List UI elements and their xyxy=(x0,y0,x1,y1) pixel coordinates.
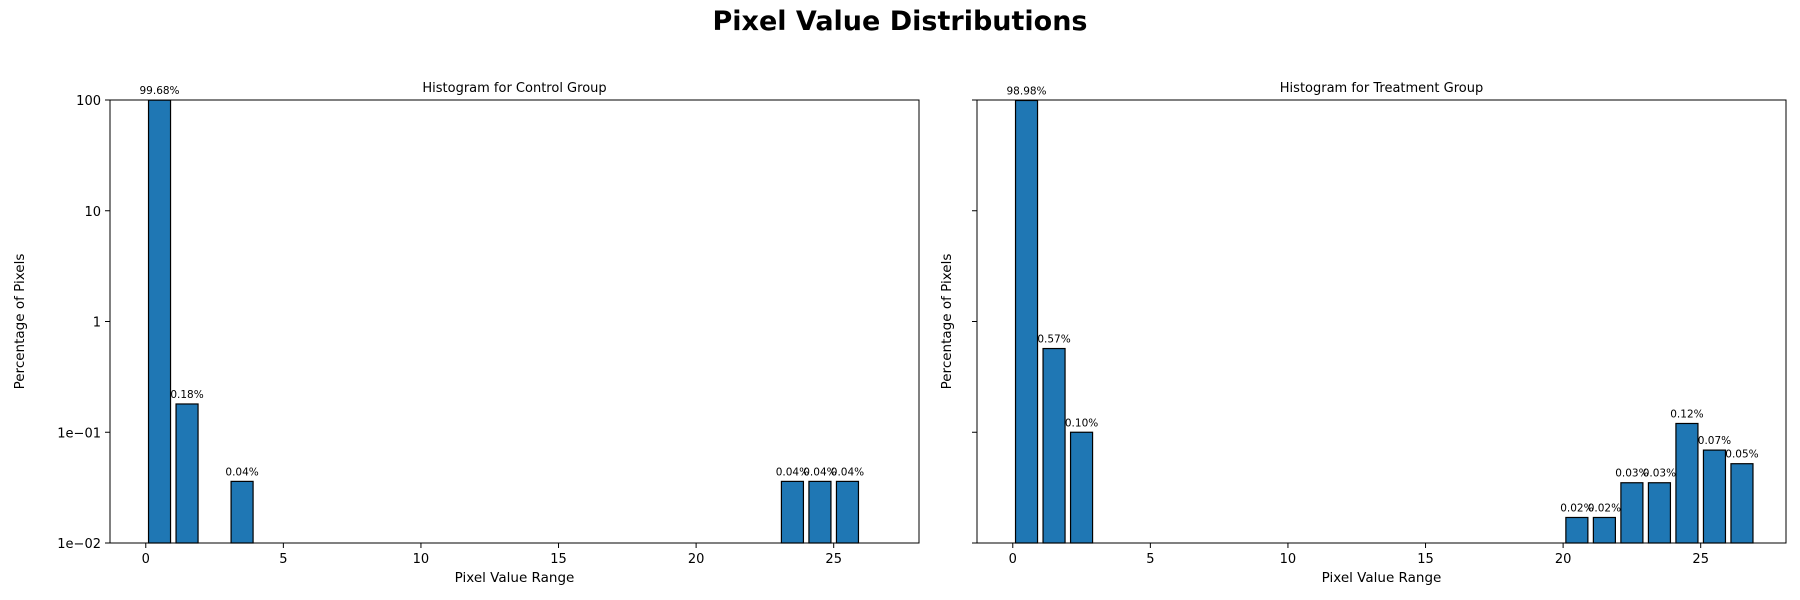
bar xyxy=(1592,516,1616,544)
bar-value-label: 99.68% xyxy=(140,85,180,97)
bar-value-label: 0.04% xyxy=(803,466,836,478)
x-tick-label: 10 xyxy=(1280,552,1297,567)
bar xyxy=(1702,449,1727,544)
x-tick-label: 15 xyxy=(1417,552,1434,567)
y-tick-label: 100 xyxy=(76,94,101,109)
figure-title: Pixel Value Distributions xyxy=(712,6,1088,37)
y-tick-label: 1e−01 xyxy=(57,426,101,441)
bar xyxy=(1647,482,1672,544)
subplot-title: Histogram for Control Group xyxy=(422,81,606,96)
x-tick-label: 5 xyxy=(1146,552,1154,567)
subplot-title: Histogram for Treatment Group xyxy=(1280,81,1483,96)
bar-value-label: 0.04% xyxy=(776,466,809,478)
bar xyxy=(147,99,172,544)
bar-value-label: 0.02% xyxy=(1560,502,1593,514)
y-tick-label: 1 xyxy=(93,316,101,331)
y-axis-label: Percentage of Pixels xyxy=(939,254,955,390)
x-tick-label: 25 xyxy=(825,552,842,567)
bar-value-label: 0.04% xyxy=(831,466,864,478)
bar-value-label: 0.18% xyxy=(170,389,203,401)
bar xyxy=(1565,516,1589,544)
bar-value-label: 0.57% xyxy=(1037,334,1070,346)
y-tick-label: 1e−02 xyxy=(57,537,101,552)
x-tick-label: 0 xyxy=(1009,552,1017,567)
x-axis-label: Pixel Value Range xyxy=(455,570,575,586)
bar-value-label: 0.02% xyxy=(1588,502,1621,514)
bar-value-label: 0.05% xyxy=(1725,449,1758,461)
bar xyxy=(175,403,199,544)
bar-value-label: 0.10% xyxy=(1065,417,1098,429)
bar xyxy=(1675,422,1699,544)
bar xyxy=(1730,463,1754,544)
bar xyxy=(835,480,860,544)
y-axis-label: Percentage of Pixels xyxy=(12,254,28,390)
bar-value-label: 0.07% xyxy=(1698,435,1731,447)
bar xyxy=(1069,431,1094,544)
x-tick-label: 20 xyxy=(1555,552,1572,567)
x-axis-label: Pixel Value Range xyxy=(1322,570,1442,586)
bar-value-label: 98.98% xyxy=(1007,85,1047,97)
chart-panel-2: 98.98% 0.57% 0.10% 0.02%0.02% 0.03%0.03% 0.12… xyxy=(939,81,1787,586)
x-tick-label: 25 xyxy=(1692,552,1709,567)
bar-value-label: 0.04% xyxy=(225,466,258,478)
y-tick-label: 10 xyxy=(84,205,101,220)
bar xyxy=(230,480,254,544)
bar xyxy=(1620,482,1644,544)
x-tick-label: 20 xyxy=(688,552,705,567)
bar xyxy=(1042,347,1066,544)
bar-value-label: 0.12% xyxy=(1670,408,1703,420)
bar-value-label: 0.03% xyxy=(1643,468,1676,480)
x-tick-label: 15 xyxy=(550,552,567,567)
chart-panel-1: 99.68%0.18%0.04% 0.04%0.04%0.04%0 5 10 15 20 2… xyxy=(12,81,920,586)
x-tick-label: 5 xyxy=(279,552,287,567)
bar xyxy=(808,480,832,544)
x-tick-label: 10 xyxy=(413,552,430,567)
x-tick-label: 0 xyxy=(142,552,150,567)
bar xyxy=(780,480,805,544)
bar-value-label: 0.03% xyxy=(1615,468,1648,480)
bar xyxy=(1014,99,1039,544)
